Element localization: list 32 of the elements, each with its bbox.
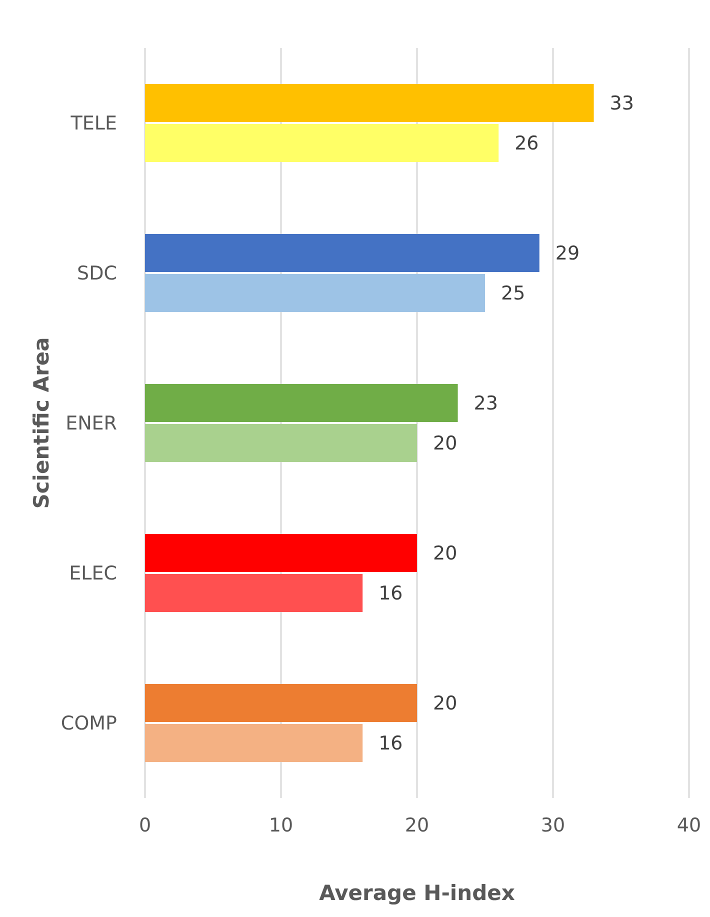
data-label: 23 — [474, 392, 498, 415]
data-label: 16 — [378, 732, 403, 755]
y-tick-label: TELE — [70, 112, 117, 135]
data-label: 29 — [555, 242, 580, 265]
x-tick-label: 10 — [268, 814, 294, 836]
x-tick-label: 40 — [676, 814, 702, 836]
y-tick-label: ELEC — [69, 562, 117, 585]
bar — [145, 424, 417, 462]
x-axis-title: Average H-index — [319, 881, 516, 905]
bar — [145, 574, 363, 612]
data-label: 16 — [378, 582, 403, 605]
data-label: 20 — [433, 432, 458, 455]
bar — [145, 724, 363, 762]
y-axis-title: Scientific Area — [29, 337, 54, 509]
bar — [145, 124, 499, 162]
data-label: 33 — [610, 92, 634, 115]
x-tick-label: 0 — [138, 814, 152, 836]
bar — [145, 534, 417, 572]
data-label: 25 — [501, 282, 526, 305]
data-label: 20 — [433, 692, 458, 715]
bar — [145, 684, 417, 722]
bar — [145, 84, 594, 122]
data-label: 20 — [433, 542, 458, 565]
y-tick-label: SDC — [77, 262, 117, 285]
data-label: 26 — [514, 132, 539, 155]
y-tick-label: ENER — [66, 412, 117, 435]
bar — [145, 274, 485, 312]
x-tick-label: 20 — [404, 814, 430, 836]
x-tick-label: 30 — [540, 814, 566, 836]
y-tick-label: COMP — [60, 712, 117, 735]
bar — [145, 234, 540, 272]
bar — [145, 384, 458, 422]
